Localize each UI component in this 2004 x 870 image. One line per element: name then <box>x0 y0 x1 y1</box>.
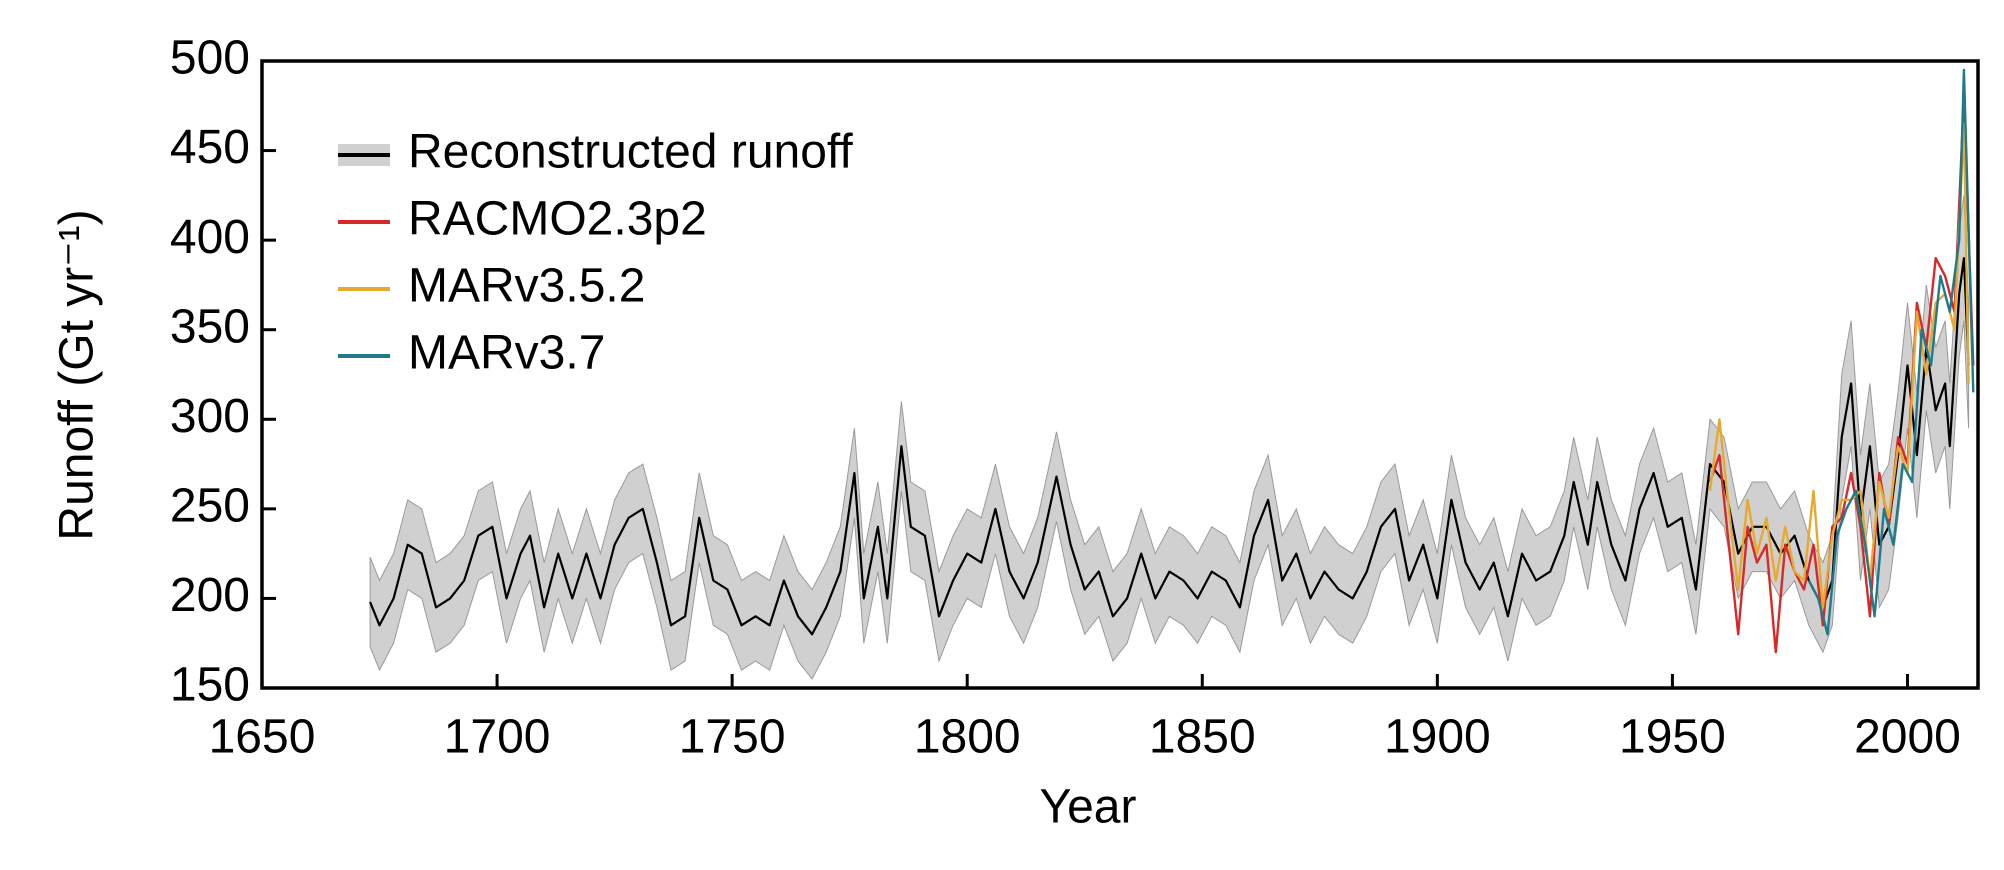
y-tick-label: 300 <box>170 390 250 443</box>
y-tick-label: 200 <box>170 569 250 622</box>
y-tick-label: 350 <box>170 300 250 353</box>
x-axis-label: Year <box>1040 781 1137 834</box>
series-line <box>1708 95 1975 654</box>
legend-label: RACMO2.3p2 <box>408 193 707 246</box>
x-tick-label: 1800 <box>914 711 1021 764</box>
series-line <box>369 257 1970 636</box>
x-tick-label: 2000 <box>1854 711 1961 764</box>
y-tick-label: 450 <box>170 121 250 174</box>
series-line <box>1708 122 1970 609</box>
y-tick-label: 500 <box>170 32 250 85</box>
y-tick-label: 400 <box>170 211 250 264</box>
legend-label: MARv3.5.2 <box>408 260 645 313</box>
series-line <box>1807 68 1975 636</box>
x-tick-label: 1950 <box>1619 711 1726 764</box>
x-tick-label: 1850 <box>1149 711 1256 764</box>
x-tick-label: 1650 <box>209 711 316 764</box>
x-tick-label: 1750 <box>679 711 786 764</box>
y-tick-label: 250 <box>170 480 250 533</box>
x-tick-label: 1900 <box>1384 711 1491 764</box>
x-tick-label: 1700 <box>444 711 551 764</box>
legend-label: MARv3.7 <box>408 327 605 380</box>
y-axis-label: Runoff (Gt yr⁻¹) <box>51 209 104 540</box>
y-tick-label: 150 <box>170 659 250 712</box>
legend-label: Reconstructed runoff <box>408 126 853 179</box>
uncertainty-band <box>369 195 1970 680</box>
plot-frame <box>260 59 1980 690</box>
